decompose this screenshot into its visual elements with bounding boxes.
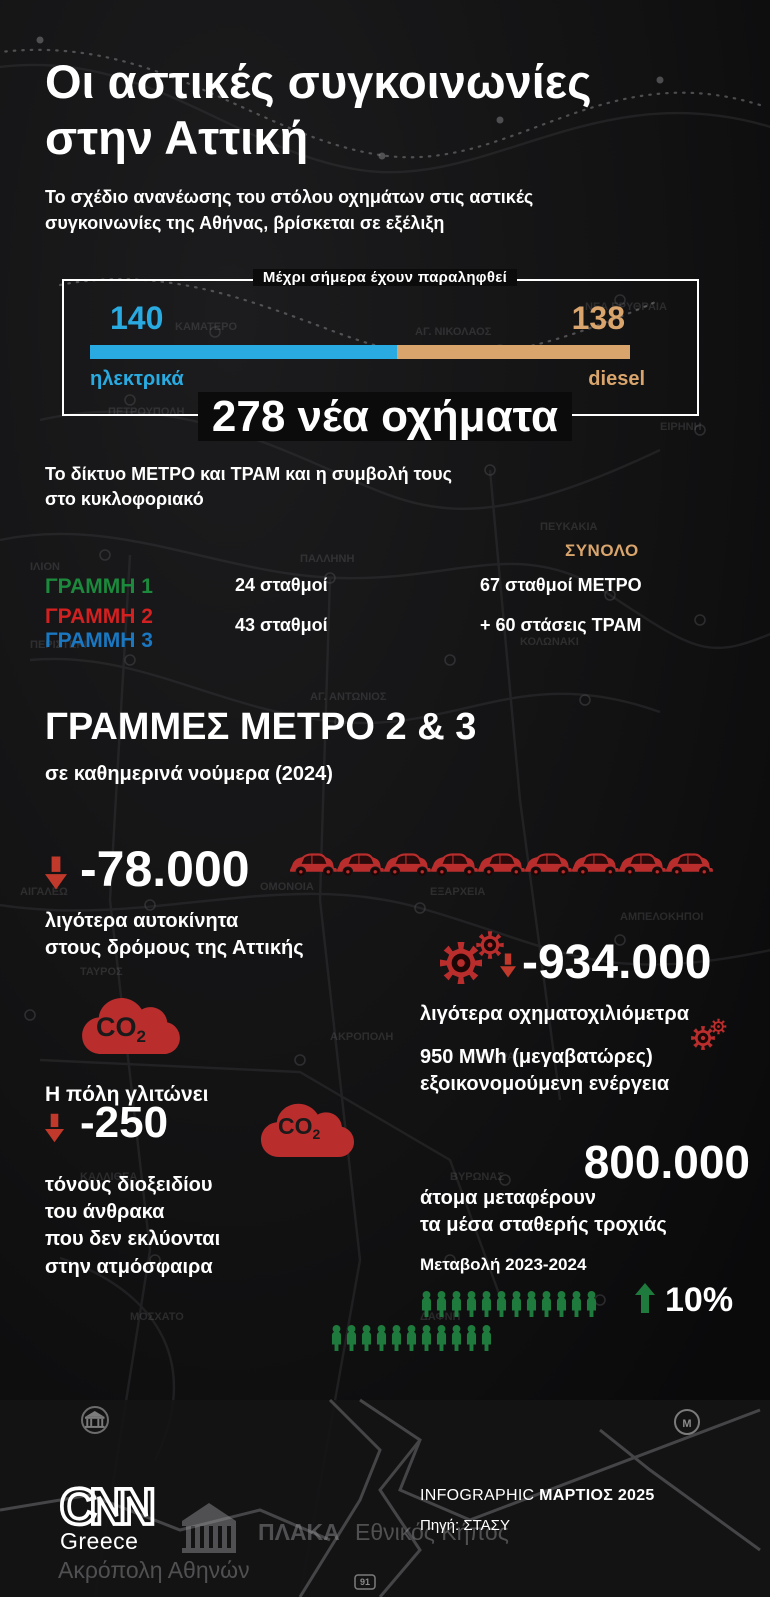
svg-text:CNN: CNN [60, 1478, 154, 1535]
